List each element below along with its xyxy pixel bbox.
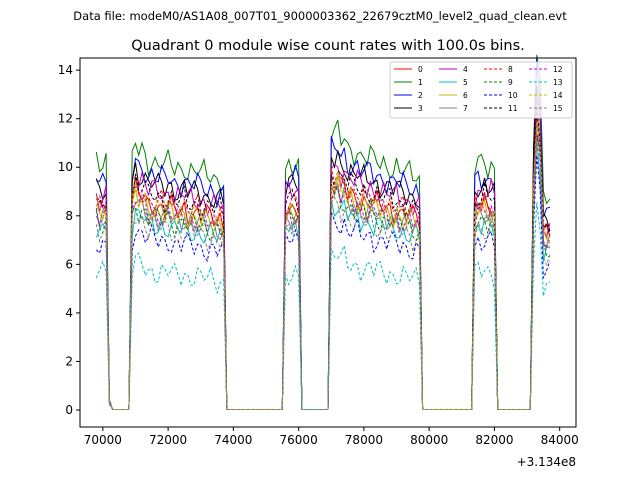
legend-label: 11	[508, 104, 518, 113]
legend-label: 12	[553, 65, 563, 74]
legend-label: 8	[508, 65, 513, 74]
legend-label: 15	[553, 104, 563, 113]
x-tick-label: 76000	[280, 433, 318, 447]
legend-label: 10	[508, 91, 518, 100]
y-tick-label: 4	[65, 306, 73, 320]
y-tick-label: 10	[58, 160, 73, 174]
x-tick-label: 72000	[149, 433, 187, 447]
x-tick-label: 74000	[214, 433, 252, 447]
legend-label: 0	[418, 65, 423, 74]
suptitle: Data file: modeM0/AS1A08_007T01_90000033…	[73, 9, 567, 23]
plot-lines	[95, 54, 551, 410]
series-line-15	[95, 140, 551, 410]
legend-label: 14	[553, 91, 563, 100]
legend-label: 2	[418, 91, 423, 100]
legend-label: 5	[463, 78, 468, 87]
y-tick-label: 14	[58, 63, 73, 77]
x-tick-label: 84000	[541, 433, 579, 447]
x-tick-label: 82000	[475, 433, 513, 447]
y-tick-label: 2	[65, 354, 73, 368]
x-tick-label: 80000	[410, 433, 448, 447]
y-tick-label: 12	[58, 112, 73, 126]
y-tick-label: 0	[65, 403, 73, 417]
y-axis: 0 2 4 6 8 10 12 14	[58, 63, 80, 417]
x-tick-label: 78000	[345, 433, 383, 447]
chart-title: Quadrant 0 module wise count rates with …	[131, 38, 525, 54]
legend-label: 1	[418, 78, 423, 87]
legend-label: 13	[553, 78, 563, 87]
y-tick-label: 6	[65, 257, 73, 271]
legend-label: 3	[418, 104, 423, 113]
x-offset-label: +3.134e8	[517, 455, 576, 469]
x-tick-label: 70000	[84, 433, 122, 447]
x-axis: 70000 72000 74000 76000 78000 80000 82000 84000	[84, 427, 579, 447]
legend-label: 9	[508, 78, 513, 87]
legend-label: 4	[463, 65, 468, 74]
axes-frame	[79, 57, 577, 428]
y-tick-label: 8	[65, 209, 73, 223]
legend-label: 6	[463, 91, 468, 100]
legend-box	[389, 61, 573, 119]
legend-label: 7	[463, 104, 468, 113]
